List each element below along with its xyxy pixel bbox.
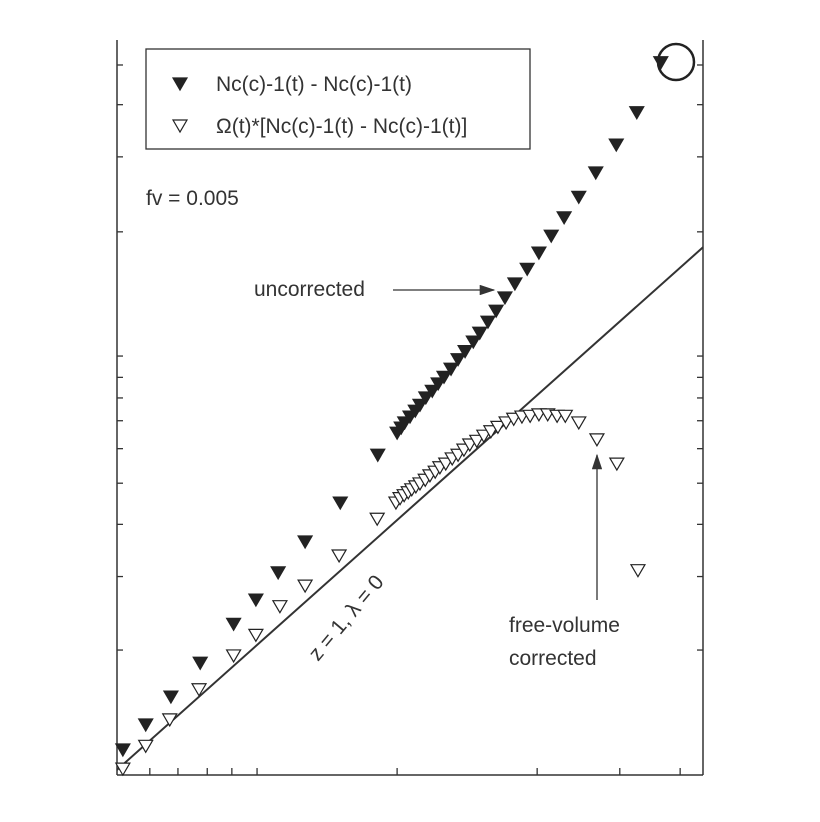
marker bbox=[488, 304, 505, 319]
marker bbox=[608, 457, 625, 472]
marker bbox=[162, 690, 179, 705]
annotation: uncorrected bbox=[254, 278, 365, 301]
line-label: z = 1, λ = 0 bbox=[304, 571, 388, 665]
marker bbox=[190, 683, 208, 697]
marker bbox=[496, 291, 513, 306]
marker bbox=[570, 416, 587, 431]
marker bbox=[628, 106, 645, 120]
marker bbox=[652, 56, 669, 70]
marker bbox=[270, 566, 287, 581]
marker bbox=[629, 564, 646, 578]
legend-label: Nc(c)-1(t) - Nc(c)-1(t) bbox=[216, 73, 412, 96]
marker bbox=[556, 211, 573, 226]
marker bbox=[543, 229, 560, 244]
marker bbox=[369, 448, 386, 463]
marker bbox=[482, 425, 499, 439]
marker bbox=[471, 326, 488, 341]
marker bbox=[498, 416, 515, 431]
marker bbox=[557, 409, 574, 424]
marker bbox=[114, 762, 131, 777]
marker bbox=[114, 743, 131, 758]
reference-line bbox=[116, 246, 704, 771]
marker bbox=[137, 718, 154, 733]
marker bbox=[457, 345, 474, 359]
marker bbox=[332, 496, 349, 511]
marker bbox=[450, 353, 467, 367]
marker bbox=[570, 190, 587, 205]
marker bbox=[247, 628, 264, 643]
marker bbox=[424, 384, 441, 399]
marker bbox=[297, 579, 314, 594]
parameter-label: fv = 0.005 bbox=[146, 187, 239, 210]
marker bbox=[475, 429, 492, 444]
annotation: corrected bbox=[509, 647, 597, 670]
marker bbox=[137, 739, 154, 754]
marker bbox=[225, 649, 242, 664]
marker bbox=[192, 656, 209, 671]
marker bbox=[225, 617, 242, 632]
marker bbox=[369, 512, 386, 527]
legend-label: Ω(t)*[Nc(c)-1(t) - Nc(c)-1(t)] bbox=[216, 115, 467, 138]
marker bbox=[247, 593, 264, 608]
marker bbox=[331, 549, 348, 564]
marker bbox=[411, 398, 429, 413]
marker bbox=[468, 434, 485, 449]
marker bbox=[442, 362, 460, 377]
marker bbox=[437, 457, 454, 472]
marker bbox=[505, 412, 522, 427]
marker bbox=[587, 166, 604, 181]
marker bbox=[479, 315, 496, 330]
annotation: free-volume bbox=[509, 614, 620, 637]
legend-marker bbox=[171, 77, 189, 92]
legend-marker bbox=[171, 119, 189, 134]
marker bbox=[430, 377, 447, 392]
marker bbox=[435, 370, 453, 385]
marker bbox=[465, 335, 482, 350]
legend: Nc(c)-1(t) - Nc(c)-1(t) Ω(t)*[Nc(c)-1(t) … bbox=[171, 73, 467, 138]
marker bbox=[588, 433, 605, 448]
legend-box bbox=[145, 48, 531, 150]
marker bbox=[506, 277, 523, 292]
marker bbox=[161, 713, 178, 728]
marker bbox=[297, 535, 314, 550]
marker bbox=[522, 409, 539, 424]
marker bbox=[530, 246, 547, 261]
marker bbox=[417, 391, 434, 406]
marker bbox=[489, 420, 506, 435]
marker bbox=[519, 262, 536, 277]
marker bbox=[271, 600, 288, 614]
marker bbox=[608, 138, 625, 153]
